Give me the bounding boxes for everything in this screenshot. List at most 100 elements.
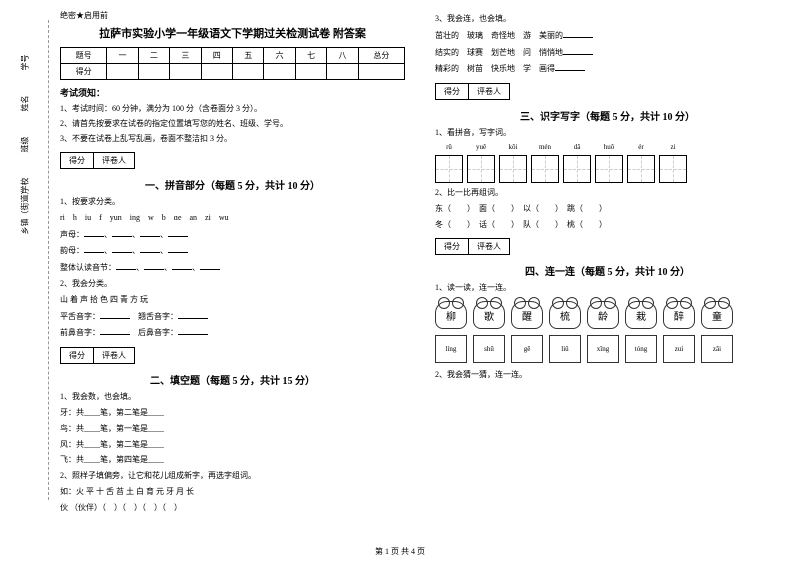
reviewer-label: 评卷人: [94, 153, 134, 168]
binding-label: 乡镇（街道）: [20, 205, 31, 235]
grid-box: [499, 155, 527, 183]
leaf: xǐng: [587, 335, 619, 363]
score-box: 得分 评卷人: [435, 238, 510, 255]
q4-1-title: 1、读一读，连一连。: [435, 282, 780, 295]
score-box: 得分 评卷人: [60, 152, 135, 169]
flower: 龄: [587, 301, 619, 329]
leaf: líng: [435, 335, 467, 363]
flower: 栽: [625, 301, 657, 329]
exam-title: 拉萨市实验小学一年级语文下学期过关检测试卷 附答案: [60, 25, 405, 41]
th: 题号: [61, 48, 107, 64]
q3-2-line: 冬（ ） 话（ ） 队（ ） 桃（ ）: [435, 219, 780, 232]
score-box: 得分 评卷人: [60, 347, 135, 364]
notice: 3、不要在试卷上乱写乱画，卷面不整洁扣 3 分。: [60, 133, 405, 145]
flower: 梳: [549, 301, 581, 329]
td: 得分: [61, 64, 107, 80]
binding-label: 学号: [20, 41, 31, 71]
q2-3-row: 精彩的 树苗 快乐地 学 画得: [435, 62, 780, 76]
q2-3-row: 结实的 球赛 划芒地 问 悄悄地: [435, 46, 780, 60]
score-table: 题号 一 二 三 四 五 六 七 八 总分 得分: [60, 47, 405, 80]
flower: 歌: [473, 301, 505, 329]
flower-row: 柳 歌 醒 梳 龄 栽 醉 童: [435, 301, 780, 329]
binding-label: 班级: [20, 123, 31, 153]
th: 七: [295, 48, 326, 64]
grid-box: [467, 155, 495, 183]
grid-box: [531, 155, 559, 183]
q3-2-line: 东（ ） 面（ ） 以（ ） 跳（ ）: [435, 203, 780, 216]
page: 绝密★启用前 拉萨市实验小学一年级语文下学期过关检测试卷 附答案 题号 一 二 …: [0, 0, 800, 528]
th: 总分: [358, 48, 404, 64]
leaf: tóng: [625, 335, 657, 363]
th: 五: [232, 48, 263, 64]
q1-1-line: 声母：、、、: [60, 228, 405, 242]
q2-1-line: 飞：共____笔，第四笔是____: [60, 454, 405, 467]
grid-boxes: [435, 155, 780, 183]
page-footer: 第 1 页 共 4 页: [0, 546, 800, 557]
reviewer-label: 评卷人: [469, 239, 509, 254]
notice: 1、考试时间：60 分钟，满分为 100 分（含卷面分 3 分）。: [60, 103, 405, 115]
q1-2-chars: 山 着 声 拾 色 四 青 方 玩: [60, 294, 405, 307]
q2-1-title: 1、我会数，也会填。: [60, 391, 405, 404]
score-label: 得分: [436, 84, 469, 99]
q4-2-title: 2、我会猜一猜，连一连。: [435, 369, 780, 382]
q1-1-line: 整体认读音节：、、、: [60, 261, 405, 275]
q1-1-letters: ri h iu f yun ing w b ɑe an zi wu: [60, 212, 405, 225]
td: [107, 64, 138, 80]
leaf: shū: [473, 335, 505, 363]
section-title-4: 四、连一连（每题 5 分，共计 10 分）: [435, 263, 780, 278]
grid-box: [627, 155, 655, 183]
grid-box: [595, 155, 623, 183]
leaf: zāi: [701, 335, 733, 363]
grid-box: [435, 155, 463, 183]
binding-label: 姓名: [20, 82, 31, 112]
q1-2-title: 2、我会分类。: [60, 278, 405, 291]
q2-3-row: 茁壮的 玻璃 奇怪地 游 美丽的: [435, 29, 780, 43]
q3-1-title: 1、看拼音，写字词。: [435, 127, 780, 140]
th: 六: [264, 48, 295, 64]
flower: 醉: [663, 301, 695, 329]
q2-3-title: 3、我会连，也会填。: [435, 13, 780, 26]
q1-2-line: 平舌音字： 翘舌音字：: [60, 310, 405, 324]
leaf: gē: [511, 335, 543, 363]
notice-head: 考试须知：: [60, 86, 405, 99]
right-column: 3、我会连，也会填。 茁壮的 玻璃 奇怪地 游 美丽的 结实的 球赛 划芒地 问…: [435, 10, 780, 518]
q2-2-title: 2、照样子填偏旁，让它和花儿组成新字，再选字组词。: [60, 470, 405, 483]
score-box: 得分 评卷人: [435, 83, 510, 100]
pinyin-row: rǔ yuě kǒi mén dǎ huǒ ér zi: [435, 143, 780, 151]
binding-line: [48, 20, 49, 500]
score-label: 得分: [61, 153, 94, 168]
grid-box: [659, 155, 687, 183]
secret-label: 绝密★启用前: [60, 10, 405, 21]
reviewer-label: 评卷人: [94, 348, 134, 363]
q2-1-line: 鸟：共____笔，第一笔是____: [60, 423, 405, 436]
score-label: 得分: [436, 239, 469, 254]
leaf: liǔ: [549, 335, 581, 363]
q2-1-line: 风：共____笔，第二笔是____: [60, 439, 405, 452]
section-title-3: 三、识字写字（每题 5 分，共计 10 分）: [435, 108, 780, 123]
q2-1-line: 牙：共____笔，第二笔是____: [60, 407, 405, 420]
leaf-row: líng shū gē liǔ xǐng tóng zuì zāi: [435, 335, 780, 363]
content: 绝密★启用前 拉萨市实验小学一年级语文下学期过关检测试卷 附答案 题号 一 二 …: [60, 10, 780, 518]
q3-2-title: 2、比一比再组词。: [435, 187, 780, 200]
q1-2-line: 前鼻音字： 后鼻音字：: [60, 326, 405, 340]
section-title-2: 二、填空题（每题 5 分，共计 15 分）: [60, 372, 405, 387]
score-label: 得分: [61, 348, 94, 363]
th: 四: [201, 48, 232, 64]
leaf: zuì: [663, 335, 695, 363]
q1-1-title: 1、按要求分类。: [60, 196, 405, 209]
th: 二: [138, 48, 169, 64]
th: 三: [170, 48, 201, 64]
th: 一: [107, 48, 138, 64]
section-title-1: 一、拼音部分（每题 5 分，共计 10 分）: [60, 177, 405, 192]
flower: 柳: [435, 301, 467, 329]
grid-box: [563, 155, 591, 183]
th: 八: [327, 48, 358, 64]
reviewer-label: 评卷人: [469, 84, 509, 99]
left-column: 绝密★启用前 拉萨市实验小学一年级语文下学期过关检测试卷 附答案 题号 一 二 …: [60, 10, 405, 518]
notice: 2、请首先按要求在试卷的指定位置填写您的姓名、班级、学号。: [60, 118, 405, 130]
flower: 童: [701, 301, 733, 329]
q1-1-line: 韵母：、、、: [60, 244, 405, 258]
q2-2-line: 伙 （伙伴）（ ）（ ）（ ）（ ）: [60, 502, 405, 515]
flower: 醒: [511, 301, 543, 329]
q2-2-example: 如：火 平 十 舌 苔 土 白 育 元 牙 月 长: [60, 486, 405, 499]
